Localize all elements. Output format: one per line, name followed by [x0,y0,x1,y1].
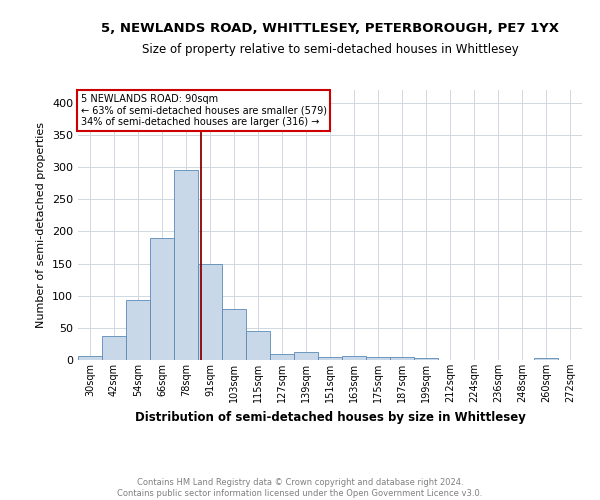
X-axis label: Distribution of semi-detached houses by size in Whittlesey: Distribution of semi-detached houses by … [134,410,526,424]
Text: Contains HM Land Registry data © Crown copyright and database right 2024.
Contai: Contains HM Land Registry data © Crown c… [118,478,482,498]
Bar [198,264,222,360]
Bar [126,300,150,360]
Bar [174,170,198,360]
Bar [366,358,390,360]
Bar [294,352,318,360]
Bar [342,356,366,360]
Bar [222,308,246,360]
Text: Size of property relative to semi-detached houses in Whittlesey: Size of property relative to semi-detach… [142,42,518,56]
Bar [414,358,438,360]
Bar [270,354,294,360]
Bar [534,358,558,360]
Bar [246,331,270,360]
Text: 5 NEWLANDS ROAD: 90sqm
← 63% of semi-detached houses are smaller (579)
34% of se: 5 NEWLANDS ROAD: 90sqm ← 63% of semi-det… [80,94,326,127]
Bar [150,238,174,360]
Bar [102,336,126,360]
Bar [390,358,414,360]
Bar [78,356,102,360]
Bar [318,357,342,360]
Text: 5, NEWLANDS ROAD, WHITTLESEY, PETERBOROUGH, PE7 1YX: 5, NEWLANDS ROAD, WHITTLESEY, PETERBOROU… [101,22,559,36]
Y-axis label: Number of semi-detached properties: Number of semi-detached properties [37,122,46,328]
